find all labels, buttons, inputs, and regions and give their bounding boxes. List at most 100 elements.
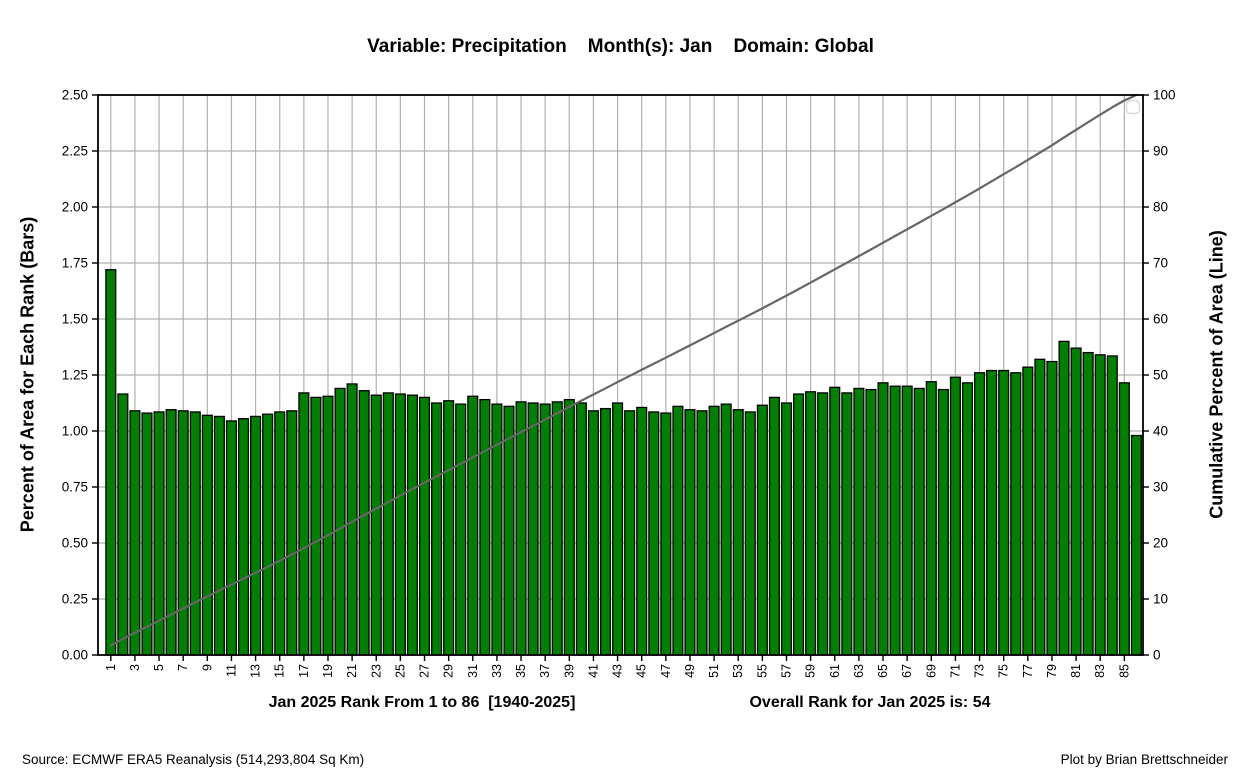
bar [382, 392, 394, 656]
left-axis-tick-label: 0.50 [62, 536, 88, 551]
x-axis-tick-label: 43 [611, 664, 625, 678]
bar [1106, 355, 1118, 656]
bar [877, 382, 889, 656]
right-axis-tick-label: 30 [1153, 480, 1168, 495]
bar [744, 411, 756, 656]
bar [286, 410, 298, 656]
bar [322, 395, 334, 656]
bar [937, 388, 949, 656]
bar [334, 387, 346, 656]
right-axis-tick-label: 60 [1153, 312, 1168, 327]
bar [455, 403, 467, 656]
bar [1022, 366, 1034, 656]
bar [599, 407, 612, 656]
bar [467, 395, 479, 656]
bar [889, 385, 901, 656]
bar [418, 396, 431, 656]
x-axis-tick-label: 65 [876, 664, 890, 678]
bar [262, 413, 274, 656]
bar [612, 402, 624, 656]
left-axis-tick-label: 2.50 [62, 88, 88, 103]
bar [298, 392, 310, 656]
x-axis-tick-label: 21 [345, 664, 359, 678]
bar [1130, 434, 1142, 656]
x-axis-tick-label: 39 [562, 664, 576, 678]
x-axis-tick-label: 49 [683, 664, 697, 678]
bar [925, 381, 937, 656]
left-axis-tick-label: 1.75 [62, 256, 88, 271]
bar [141, 412, 153, 656]
bar [913, 387, 925, 656]
x-axis-label-overall-rank: Overall Rank for Jan 2025 is: 54 [749, 694, 991, 711]
x-axis-tick-label: 77 [1021, 664, 1035, 678]
bar [443, 400, 455, 656]
bar [563, 398, 575, 656]
bar [949, 376, 961, 656]
right-axis-tick-label: 20 [1153, 536, 1168, 551]
x-axis-tick-label: 51 [707, 664, 721, 678]
left-axis-tick-label: 1.50 [62, 312, 88, 327]
bar [1094, 354, 1106, 656]
x-axis-tick-label: 45 [635, 664, 649, 678]
left-axis-tick-label: 1.25 [62, 368, 88, 383]
bar [394, 393, 406, 656]
right-axis-tick-label: 80 [1153, 200, 1168, 215]
x-axis-tick-label: 71 [948, 664, 962, 678]
bar [1070, 347, 1082, 656]
chart-title: Variable: Precipitation Month(s): Jan Do… [367, 36, 874, 57]
bar [865, 388, 877, 656]
bar [768, 396, 780, 656]
bar [901, 385, 913, 656]
x-axis-tick-label: 29 [442, 664, 456, 678]
bar [551, 401, 563, 656]
x-axis-tick-label: 17 [297, 664, 311, 678]
legend-box [1125, 99, 1141, 115]
x-axis-tick-label: 53 [731, 664, 745, 678]
bar [213, 415, 225, 656]
x-axis-tick-label: 7 [176, 664, 190, 671]
bar [708, 405, 720, 656]
x-axis-tick-label: 75 [997, 664, 1011, 678]
bar [1082, 351, 1094, 656]
x-axis-tick-label: 69 [924, 664, 938, 678]
bar [732, 409, 744, 656]
bar [660, 412, 672, 656]
x-axis-tick-label: 5 [152, 664, 166, 671]
left-axis-tick-label: 1.00 [62, 424, 88, 439]
x-axis-tick-label: 55 [755, 664, 769, 678]
bar [998, 369, 1010, 656]
bar [479, 398, 491, 656]
bar [1034, 358, 1046, 656]
x-axis-tick-label: 31 [466, 664, 480, 678]
bar [358, 390, 370, 656]
bar [237, 418, 250, 656]
right-axis-tick-label: 70 [1153, 256, 1168, 271]
bar [1010, 372, 1022, 656]
x-axis-tick-label: 13 [249, 664, 263, 678]
x-axis-tick-label: 81 [1069, 664, 1083, 678]
left-axis-tick-label: 0.75 [62, 480, 88, 495]
x-axis-tick-label: 63 [852, 664, 866, 678]
bar [274, 411, 286, 656]
right-axis-tick-label: 40 [1153, 424, 1168, 439]
bar [587, 410, 599, 656]
bar [105, 269, 117, 656]
bar [829, 386, 841, 656]
x-axis-tick-label: 73 [973, 664, 987, 678]
bar [756, 404, 768, 656]
bar [853, 387, 865, 656]
x-axis-tick-label: 41 [586, 664, 600, 678]
x-axis-tick-label: 1 [104, 664, 118, 671]
x-axis-tick-label: 83 [1093, 664, 1107, 678]
x-axis-label-rank: Jan 2025 Rank From 1 to 86 [1940-2025] [268, 694, 576, 711]
bar [805, 391, 817, 656]
bar [503, 405, 515, 656]
bar [189, 411, 201, 656]
x-axis-tick-label: 11 [224, 664, 238, 677]
bar [527, 402, 539, 656]
source-note: Source: ECMWF ERA5 Reanalysis (514,293,8… [22, 752, 365, 767]
bar [780, 402, 793, 656]
bar [974, 372, 986, 656]
x-axis-tick-label: 25 [393, 664, 407, 678]
bar [539, 403, 551, 656]
